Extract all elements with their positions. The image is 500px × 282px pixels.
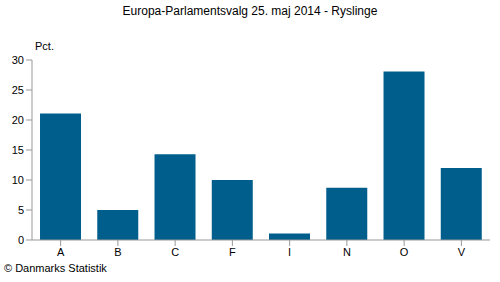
svg-text:O: O (400, 246, 409, 258)
svg-text:5: 5 (18, 204, 24, 216)
svg-text:B: B (114, 246, 121, 258)
html-text:© Danmarks Statistik: © Danmarks Statistik (4, 262, 107, 274)
html-text:Europa-Parlamentsvalg 25. maj: Europa-Parlamentsvalg 25. maj 2014 - Rys… (122, 4, 378, 18)
svg-text:25: 25 (12, 84, 24, 96)
svg-text:15: 15 (12, 144, 24, 156)
svg-text:N: N (343, 246, 351, 258)
svg-text:10: 10 (12, 174, 24, 186)
svg-text:A: A (57, 246, 65, 258)
svg-text:0: 0 (18, 234, 24, 246)
svg-text:C: C (171, 246, 179, 258)
svg-text:I: I (288, 246, 291, 258)
svg-text:F: F (229, 246, 236, 258)
html-text:Pct.: Pct. (35, 40, 54, 52)
svg-text:20: 20 (12, 114, 24, 126)
svg-text:30: 30 (12, 54, 24, 66)
svg-text:V: V (458, 246, 466, 258)
